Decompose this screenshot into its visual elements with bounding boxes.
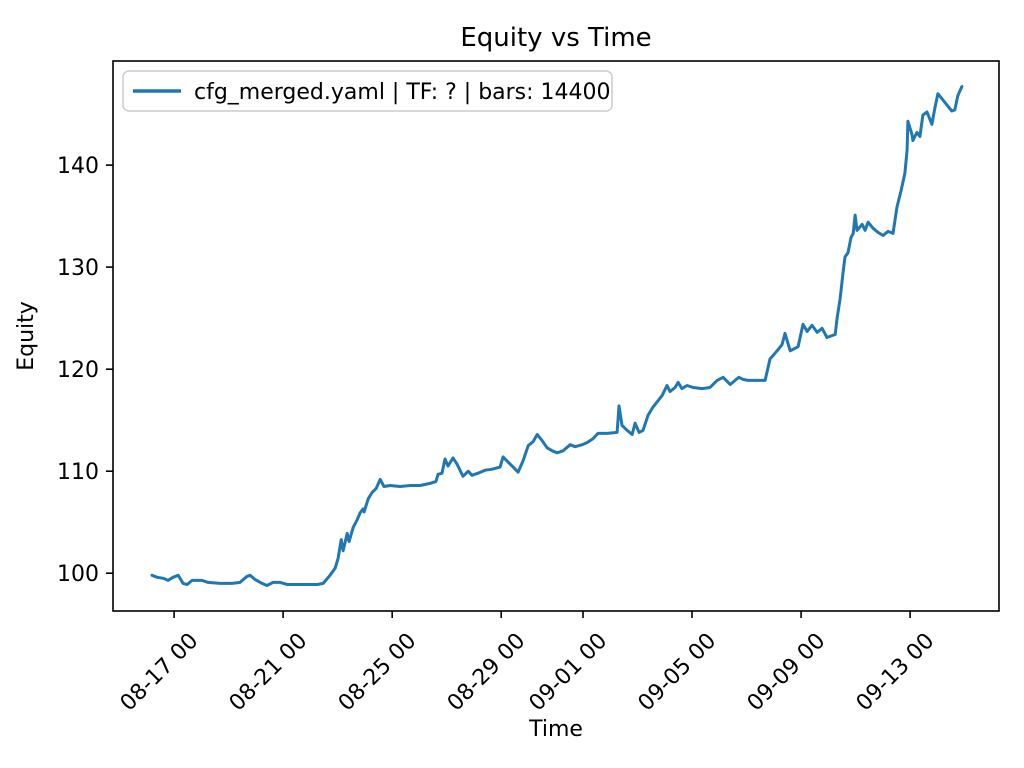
x-tick-label: 08-17 00	[116, 629, 204, 717]
y-tick-label: 120	[57, 358, 99, 383]
x-tick-label: 09-09 00	[743, 629, 831, 717]
x-axis-label: Time	[528, 717, 583, 742]
line-series	[150, 85, 964, 587]
x-tick-label: 08-21 00	[225, 629, 313, 717]
y-tick-label: 110	[57, 460, 99, 485]
legend-frame	[122, 70, 613, 112]
equity-line	[150, 85, 964, 587]
x-tick-label: 08-25 00	[334, 629, 422, 717]
legend: cfg_merged.yaml | TF: ? | bars: 14400	[122, 70, 613, 112]
y-tick-label: 140	[57, 154, 99, 179]
x-tick-label: 08-29 00	[443, 629, 531, 717]
x-tick-label: 09-13 00	[852, 629, 940, 717]
x-tick-label: 09-01 00	[525, 629, 613, 717]
plot-area	[112, 60, 1000, 612]
y-tick-label: 100	[57, 562, 99, 587]
x-tick-label: 09-05 00	[634, 629, 722, 717]
chart-title: Equity vs Time	[460, 23, 651, 53]
y-axis-label: Equity	[14, 301, 39, 371]
legend-label: cfg_merged.yaml | TF: ? | bars: 14400	[194, 80, 611, 105]
y-tick-label: 130	[57, 256, 99, 281]
